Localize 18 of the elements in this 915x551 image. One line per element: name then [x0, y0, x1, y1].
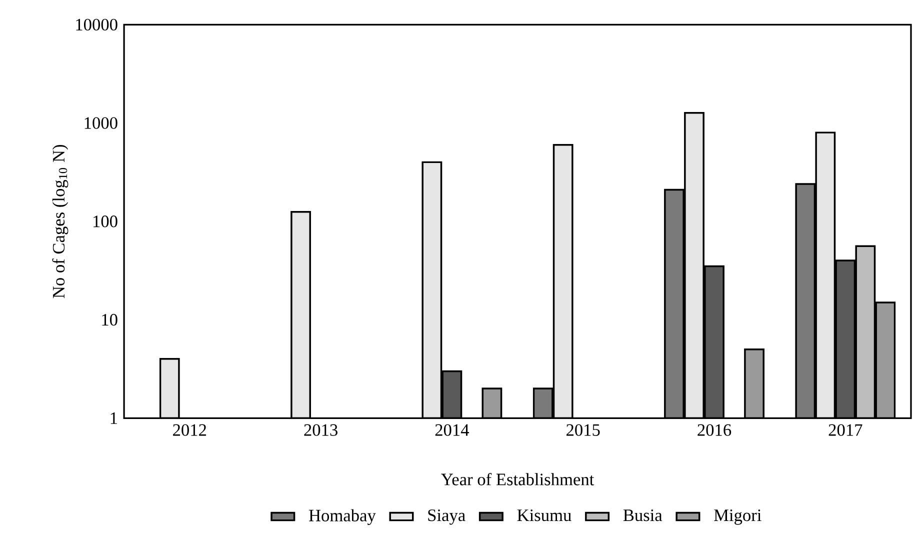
legend-label: Busia [623, 510, 662, 522]
x-tick-label: 2016 [698, 424, 732, 436]
y-tick-label: 100 [94, 216, 118, 228]
y-tick-label: 1 [110, 412, 117, 424]
x-tick-label: 2012 [173, 424, 206, 436]
x-tick-label: 2013 [304, 424, 338, 436]
y-tick-label: 10 [102, 314, 118, 326]
legend-label: Migori [714, 510, 762, 525]
x-tick-label: 2014 [435, 424, 470, 436]
y-tick-label: 10000 [76, 18, 118, 31]
x-tick-label: 2015 [566, 424, 600, 436]
x-axis-title: Year of Establishment [441, 473, 594, 486]
x-tick-label: 2017 [828, 424, 862, 436]
legend-label: Kisumu [517, 510, 572, 522]
legend-label: Homabay [308, 509, 376, 526]
y-tick-label: 1000 [84, 117, 118, 129]
legend-label: Siaya [428, 510, 466, 525]
y-axis-title: No of Cages (log$_{10}$ N) [52, 145, 68, 298]
